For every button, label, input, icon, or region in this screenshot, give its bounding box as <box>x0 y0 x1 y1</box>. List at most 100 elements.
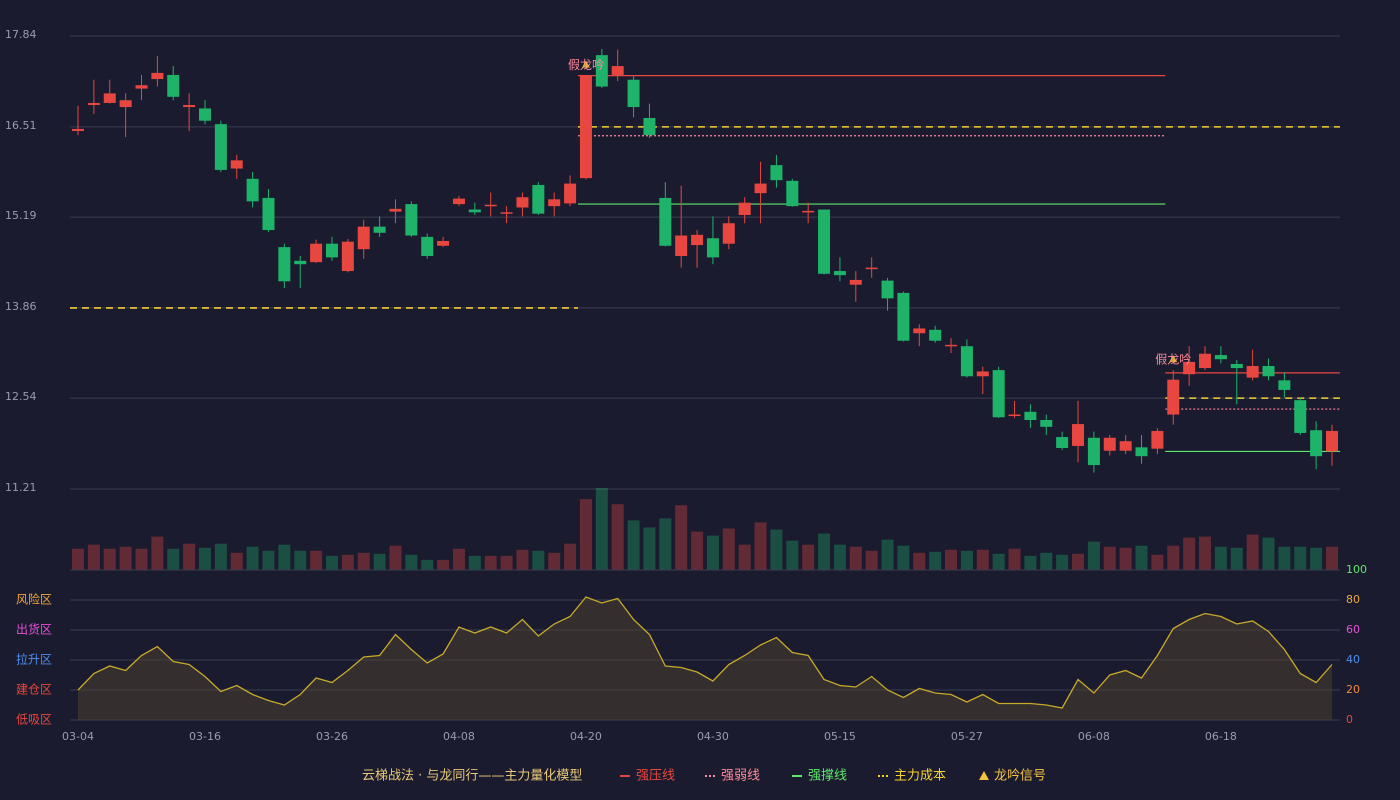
volume-bar <box>1024 555 1037 570</box>
candle-body <box>992 370 1005 418</box>
candle-body <box>437 240 450 246</box>
candle-body <box>468 209 481 213</box>
candle-body <box>1230 363 1243 369</box>
candle-body <box>87 102 100 106</box>
candle-body <box>976 371 989 377</box>
volume-bar <box>452 548 465 570</box>
candle-body <box>1151 430 1164 449</box>
volume-bar <box>945 549 958 570</box>
candle-body <box>246 178 259 202</box>
volume-bar <box>548 552 561 570</box>
x-tick-label: 06-08 <box>1078 730 1110 743</box>
candle-body <box>659 197 672 246</box>
volume-bar <box>262 550 275 570</box>
volume-bar <box>897 545 910 570</box>
volume-bar <box>706 535 719 570</box>
volume-bar <box>659 518 672 570</box>
candle-body <box>595 55 608 87</box>
candle-body <box>325 243 338 258</box>
candle-body <box>516 197 529 208</box>
candle-body <box>341 241 354 272</box>
candle-body <box>897 292 910 341</box>
candle-body <box>706 238 719 258</box>
candle-body <box>1278 380 1291 390</box>
candle-body <box>294 260 307 265</box>
candle-body <box>532 184 545 214</box>
volume-bar <box>1040 552 1053 570</box>
volume-bar <box>230 552 243 570</box>
y-tick-label: 16.51 <box>5 119 37 132</box>
volume-bar <box>1135 545 1148 570</box>
zone-label: 出货区 <box>16 622 52 637</box>
candle-body <box>230 160 243 169</box>
chart-title: 云梯战法 · 与龙同行——主力量化模型 <box>362 769 582 784</box>
volume-bar <box>786 540 799 570</box>
x-tick-label: 03-26 <box>316 730 348 743</box>
x-tick-label: 04-30 <box>697 730 729 743</box>
candle-body <box>1103 437 1116 451</box>
candle-body <box>373 226 386 233</box>
volume-bar <box>1214 546 1227 570</box>
candle-body <box>1167 379 1180 415</box>
candle-body <box>881 280 894 299</box>
candle-body <box>1214 355 1227 360</box>
x-tick-label: 03-16 <box>189 730 221 743</box>
volume-bar <box>484 555 497 570</box>
x-tick-label: 04-08 <box>443 730 475 743</box>
candle-body <box>278 247 291 282</box>
volume-bar <box>325 555 338 570</box>
y2-tick-label: 20 <box>1346 683 1360 696</box>
candle-body <box>802 210 815 213</box>
candle-body <box>913 328 926 334</box>
candle-body <box>1135 447 1148 457</box>
x-tick-label: 06-18 <box>1205 730 1237 743</box>
volume-bar <box>421 559 434 570</box>
volume-bar <box>357 552 370 570</box>
candle-body <box>500 212 513 214</box>
volume-bar <box>310 550 323 570</box>
volume-bar <box>833 544 846 570</box>
x-tick-label: 05-27 <box>951 730 983 743</box>
volume-bar <box>738 544 751 570</box>
zone-label: 建仓区 <box>16 683 52 697</box>
candle-body <box>1040 419 1053 427</box>
candle-body <box>119 100 132 108</box>
x-tick-label: 03-04 <box>62 730 94 743</box>
y2-tick-label: 0 <box>1346 713 1353 726</box>
candle-body <box>754 183 767 194</box>
candle-body <box>675 235 688 257</box>
volume-bar <box>103 548 116 570</box>
candle-body <box>310 243 323 263</box>
y-tick-label: 11.21 <box>5 481 37 494</box>
volume-bar <box>294 550 307 570</box>
volume-bar <box>849 546 862 570</box>
candle-body <box>452 198 465 205</box>
y-tick-label: 12.54 <box>5 390 37 403</box>
volume-bar <box>1262 537 1275 570</box>
candle-body <box>1056 437 1069 449</box>
volume-bar <box>1103 546 1116 570</box>
volume-bar <box>976 549 989 570</box>
volume-bar <box>913 552 926 570</box>
indicator-line <box>77 596 1333 709</box>
y2-tick-label: 80 <box>1346 593 1360 606</box>
volume-bar <box>1056 554 1069 570</box>
volume-bar <box>802 544 815 570</box>
volume-bar <box>595 488 608 570</box>
volume-bar <box>818 533 831 570</box>
volume-bar <box>564 543 577 570</box>
candle-body <box>849 279 862 285</box>
volume-bar <box>72 548 84 570</box>
legend-label: 主力成本 <box>894 769 946 784</box>
zone-label: 拉升区 <box>16 652 52 667</box>
candle-body <box>960 346 973 377</box>
candle-body <box>1008 414 1021 417</box>
candle-body <box>262 197 275 231</box>
candle-body <box>1087 437 1100 466</box>
candle-body <box>722 223 735 244</box>
volume-bar <box>389 545 402 570</box>
legend-label: 强弱线 <box>721 769 760 784</box>
candle-body <box>929 329 942 341</box>
volume-bar <box>675 505 688 570</box>
